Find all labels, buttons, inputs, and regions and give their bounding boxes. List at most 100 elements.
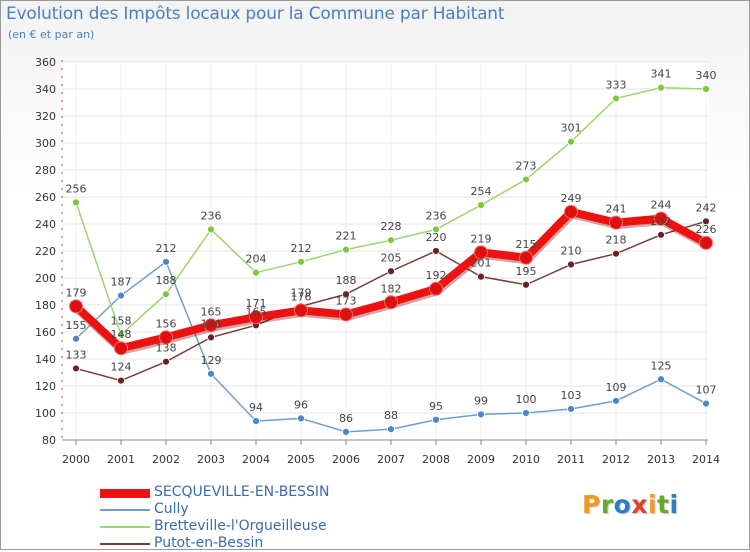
point-bretteville-l-orgueilleuse	[522, 175, 530, 184]
x-tick-label: 2002	[152, 453, 180, 466]
point-cully	[207, 369, 215, 378]
point-secqueville-en-bessin	[159, 330, 173, 345]
data-label-secqueville-en-bessin: 241	[606, 203, 627, 216]
logo-letter: P	[582, 490, 601, 519]
data-label-bretteville-l-orgueilleuse: 256	[66, 182, 87, 195]
data-label-putot-en-bessin: 220	[426, 231, 447, 244]
y-tick-label: 300	[35, 137, 56, 150]
data-label-putot-en-bessin: 165	[246, 305, 267, 318]
data-label-bretteville-l-orgueilleuse: 221	[336, 230, 357, 243]
point-secqueville-en-bessin	[474, 245, 488, 260]
data-label-secqueville-en-bessin: 171	[246, 297, 267, 310]
data-label-bretteville-l-orgueilleuse: 212	[291, 242, 312, 255]
point-cully	[657, 375, 665, 384]
x-tick-label: 2007	[377, 453, 405, 466]
point-cully	[72, 334, 80, 343]
point-putot-en-bessin	[72, 364, 80, 373]
logo-letter: t	[657, 490, 670, 519]
point-bretteville-l-orgueilleuse	[297, 257, 305, 266]
data-label-bretteville-l-orgueilleuse: 340	[696, 69, 717, 82]
data-label-putot-en-bessin: 179	[291, 286, 312, 299]
x-tick-label: 2011	[557, 453, 585, 466]
point-secqueville-en-bessin	[564, 204, 578, 219]
y-tick-label: 280	[35, 164, 56, 177]
data-label-putot-en-bessin: 205	[381, 251, 402, 264]
data-label-bretteville-l-orgueilleuse: 228	[381, 220, 402, 233]
data-label-putot-en-bessin: 201	[471, 257, 492, 270]
logo-letter: x	[631, 490, 648, 519]
data-label-putot-en-bessin: 138	[156, 342, 177, 355]
data-label-cully: 96	[294, 398, 308, 411]
point-bretteville-l-orgueilleuse	[432, 225, 440, 234]
x-tick-label: 2010	[512, 453, 540, 466]
point-cully	[477, 410, 485, 419]
grid	[62, 61, 708, 441]
data-label-secqueville-en-bessin: 148	[111, 328, 132, 341]
logo-letter: i	[669, 490, 679, 519]
series-group	[69, 83, 713, 436]
point-secqueville-en-bessin	[384, 295, 398, 310]
data-label-putot-en-bessin: 218	[606, 234, 627, 247]
data-label-secqueville-en-bessin: 182	[381, 282, 402, 295]
y-tick-label: 180	[35, 299, 56, 312]
point-bretteville-l-orgueilleuse	[72, 198, 80, 207]
axes: 80 100 120 140 160 180 200 220 240 260 280 300 320 34…	[35, 56, 720, 466]
point-putot-en-bessin	[612, 249, 620, 258]
logo-letter: o	[613, 490, 632, 519]
x-tick-label: 2005	[287, 453, 315, 466]
data-label-cully: 86	[339, 412, 353, 425]
data-label-bretteville-l-orgueilleuse: 254	[471, 185, 492, 198]
point-cully	[432, 415, 440, 424]
point-bretteville-l-orgueilleuse	[612, 94, 620, 103]
data-label-bretteville-l-orgueilleuse: 236	[201, 209, 222, 222]
point-secqueville-en-bessin	[699, 235, 713, 250]
point-bretteville-l-orgueilleuse	[477, 201, 485, 210]
x-tick-label: 2009	[467, 453, 495, 466]
x-tick-label: 2013	[647, 453, 675, 466]
data-label-putot-en-bessin: 210	[561, 245, 582, 258]
data-labels: 155 187 212 129 94 96 86 88 95 99 100 103 109 125 107 2…	[66, 68, 717, 425]
legend-label: Bretteville-l'Orgueilleuse	[154, 518, 327, 534]
point-secqueville-en-bessin	[69, 299, 83, 314]
data-label-bretteville-l-orgueilleuse: 236	[426, 209, 447, 222]
y-tick-label: 100	[35, 407, 56, 420]
point-bretteville-l-orgueilleuse	[117, 330, 125, 339]
point-bretteville-l-orgueilleuse	[657, 83, 665, 92]
data-label-secqueville-en-bessin: 215	[516, 238, 537, 251]
data-label-bretteville-l-orgueilleuse: 273	[516, 159, 537, 172]
x-tick-label: 2012	[602, 453, 630, 466]
data-label-putot-en-bessin: 195	[516, 265, 537, 278]
data-label-secqueville-en-bessin: 192	[426, 269, 447, 282]
data-label-secqueville-en-bessin: 173	[336, 294, 357, 307]
data-label-cully: 155	[66, 319, 87, 332]
proxiti-logo: Proxiti	[582, 490, 679, 519]
point-putot-en-bessin	[432, 247, 440, 255]
logo-letter: i	[648, 490, 658, 519]
data-label-secqueville-en-bessin: 249	[561, 192, 582, 205]
y-tick-label: 340	[35, 83, 56, 96]
point-cully	[297, 414, 305, 423]
point-bretteville-l-orgueilleuse	[207, 225, 215, 234]
data-label-cully: 212	[156, 242, 177, 255]
data-label-secqueville-en-bessin: 165	[201, 305, 222, 318]
chart-subtitle: (en € et par an)	[8, 28, 95, 41]
data-label-cully: 107	[696, 384, 717, 397]
y-tick-label: 200	[35, 272, 56, 285]
y-tick-label: 320	[35, 110, 56, 123]
x-tick-label: 2001	[107, 453, 135, 466]
logo-letter: r	[600, 490, 614, 519]
point-putot-en-bessin	[387, 267, 395, 276]
point-secqueville-en-bessin	[609, 215, 623, 230]
chart-title: Evolution des Impôts locaux pour la Comm…	[6, 4, 505, 24]
point-cully	[162, 257, 170, 266]
point-putot-en-bessin	[477, 272, 485, 281]
legend-swatch	[100, 509, 150, 511]
point-secqueville-en-bessin	[429, 281, 443, 296]
data-label-putot-en-bessin: 156	[201, 317, 222, 330]
data-label-secqueville-en-bessin: 226	[696, 223, 717, 236]
point-cully	[522, 409, 530, 417]
legend-swatch	[100, 526, 150, 528]
data-label-cully: 88	[384, 409, 398, 422]
y-tick-label: 360	[35, 56, 56, 69]
